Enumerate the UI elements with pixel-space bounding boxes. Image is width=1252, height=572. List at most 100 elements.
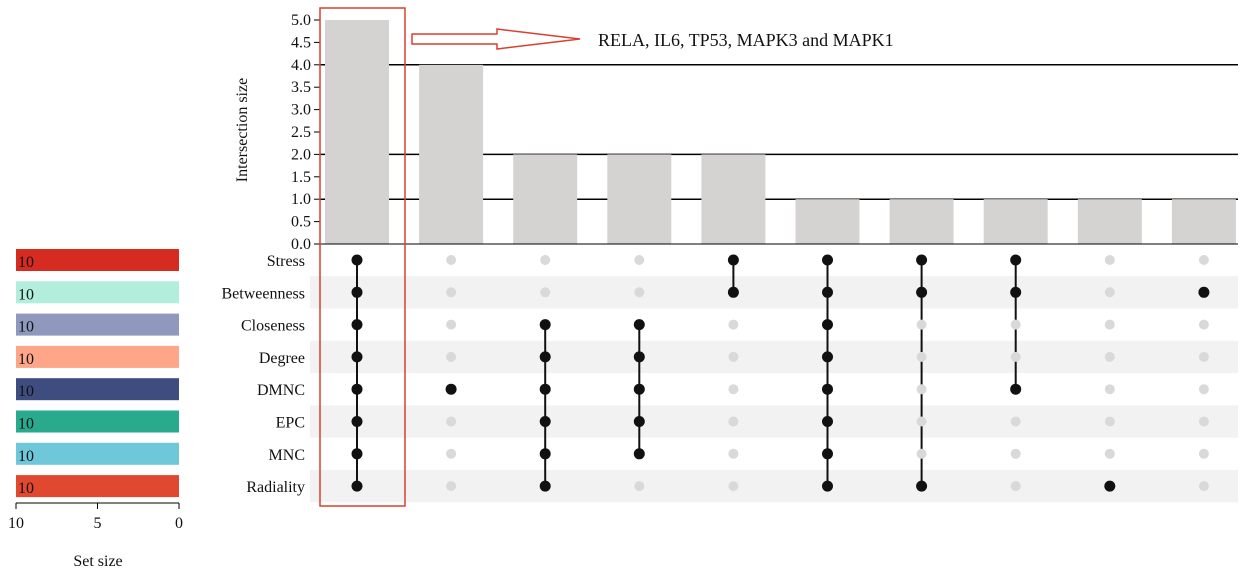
- intersection-bar: [701, 154, 766, 244]
- y-tick-label: 1.5: [291, 169, 311, 186]
- set-size-bar: [16, 313, 179, 336]
- set-size-bars: 10 10 10 10 10 10 10 10: [16, 249, 179, 498]
- set-size-tick-label: 5: [94, 515, 102, 532]
- y-tick-label: 5.0: [291, 12, 311, 29]
- arrow-icon: [411, 28, 581, 50]
- intersection-bar: [889, 199, 954, 244]
- inactive-dot: [1198, 448, 1209, 459]
- active-dot: [822, 448, 833, 460]
- active-dot: [633, 319, 645, 331]
- highlight-box: [319, 7, 406, 507]
- inactive-dot: [446, 448, 457, 459]
- set-size-bar: [16, 475, 179, 498]
- active-dot: [539, 319, 551, 331]
- set-size-value: 10: [18, 286, 34, 303]
- active-dot: [351, 448, 363, 460]
- inactive-dot: [916, 448, 927, 459]
- set-label: Closeness: [241, 318, 305, 335]
- set-labels: Stress Betweenness Closeness Degree DMNC EPC M…: [221, 253, 305, 496]
- active-dot: [351, 480, 363, 492]
- active-dot: [539, 448, 551, 460]
- active-dot: [633, 448, 645, 460]
- active-dot: [633, 351, 645, 363]
- set-size-bar: [16, 281, 179, 304]
- matrix-row-stripe: [310, 276, 1238, 309]
- inactive-dot: [1010, 448, 1021, 459]
- active-dot: [822, 480, 833, 492]
- inactive-dot: [540, 255, 551, 265]
- active-dot: [727, 254, 739, 266]
- active-dot: [1010, 383, 1022, 395]
- inactive-dot: [446, 319, 457, 330]
- inactive-dot: [1104, 287, 1115, 298]
- set-label: MNC: [269, 447, 305, 464]
- inactive-dot: [1104, 416, 1115, 427]
- inactive-dot: [1198, 255, 1209, 265]
- inactive-dot: [728, 416, 739, 427]
- inactive-dot: [634, 287, 645, 298]
- active-dot: [351, 383, 363, 395]
- inactive-dot: [446, 481, 457, 492]
- inactive-dot: [1198, 319, 1209, 330]
- set-size-value: 10: [18, 448, 34, 465]
- highlight-annotation: RELA, IL6, TP53, MAPK3 and MAPK1: [598, 30, 894, 50]
- inactive-dot: [1010, 319, 1021, 330]
- membership-matrix: [351, 254, 1210, 492]
- set-size-bar: [16, 378, 179, 401]
- inactive-dot: [540, 287, 551, 298]
- inactive-dot: [634, 481, 645, 492]
- set-label: Degree: [259, 350, 305, 367]
- set-size-tick-label: 0: [175, 515, 183, 532]
- active-dot: [539, 480, 551, 492]
- y-tick-label: 2.0: [291, 146, 311, 163]
- set-size-bar: [16, 345, 179, 368]
- set-size-value: 10: [18, 319, 34, 336]
- y-tick-label: 4.0: [291, 57, 311, 74]
- set-size-axis-title: Set size: [73, 553, 122, 570]
- y-tick-label: 4.5: [291, 34, 311, 51]
- active-dot: [822, 319, 833, 331]
- y-tick-label: 2.5: [291, 124, 311, 141]
- set-size-bar: [16, 249, 179, 271]
- active-dot: [539, 351, 551, 363]
- inactive-dot: [1198, 384, 1209, 395]
- inactive-dot: [728, 319, 739, 330]
- inactive-dot: [1104, 255, 1115, 265]
- inactive-dot: [446, 255, 457, 265]
- active-dot: [445, 383, 457, 395]
- active-dot: [351, 351, 363, 363]
- set-size-value: 10: [18, 254, 34, 271]
- active-dot: [539, 383, 551, 395]
- inactive-dot: [916, 416, 927, 427]
- intersection-bar: [983, 199, 1048, 244]
- active-dot: [1198, 286, 1210, 298]
- active-dot: [351, 286, 363, 298]
- active-dot: [1010, 286, 1022, 298]
- set-label: DMNC: [257, 382, 305, 399]
- set-size-tick-label: 10: [8, 515, 24, 532]
- set-size-value: 10: [18, 383, 34, 400]
- inactive-dot: [1198, 351, 1209, 362]
- active-dot: [1010, 254, 1022, 266]
- intersection-size-axis: 0.0 0.5 1.0 1.5 2.0 2.5 3.0 3.5 4.0 4.5 5.0: [291, 12, 1238, 253]
- inactive-dot: [1010, 481, 1021, 492]
- active-dot: [351, 416, 363, 427]
- active-dot: [916, 480, 928, 492]
- set-size-bar: [16, 410, 179, 433]
- inactive-dot: [446, 351, 457, 362]
- y-tick-label: 3.5: [291, 79, 311, 96]
- intersection-bar: [607, 154, 672, 244]
- matrix-row-stripes: [310, 276, 1238, 503]
- inactive-dot: [634, 255, 645, 265]
- inactive-dot: [728, 351, 739, 362]
- intersection-bar: [795, 199, 860, 244]
- intersection-bar: [419, 64, 484, 244]
- intersection-bar: [325, 20, 389, 244]
- active-dot: [822, 416, 833, 427]
- intersection-bar: [513, 154, 578, 244]
- active-dot: [916, 254, 928, 266]
- set-label: Betweenness: [221, 285, 305, 302]
- inactive-dot: [1104, 319, 1115, 330]
- active-dot: [539, 416, 551, 427]
